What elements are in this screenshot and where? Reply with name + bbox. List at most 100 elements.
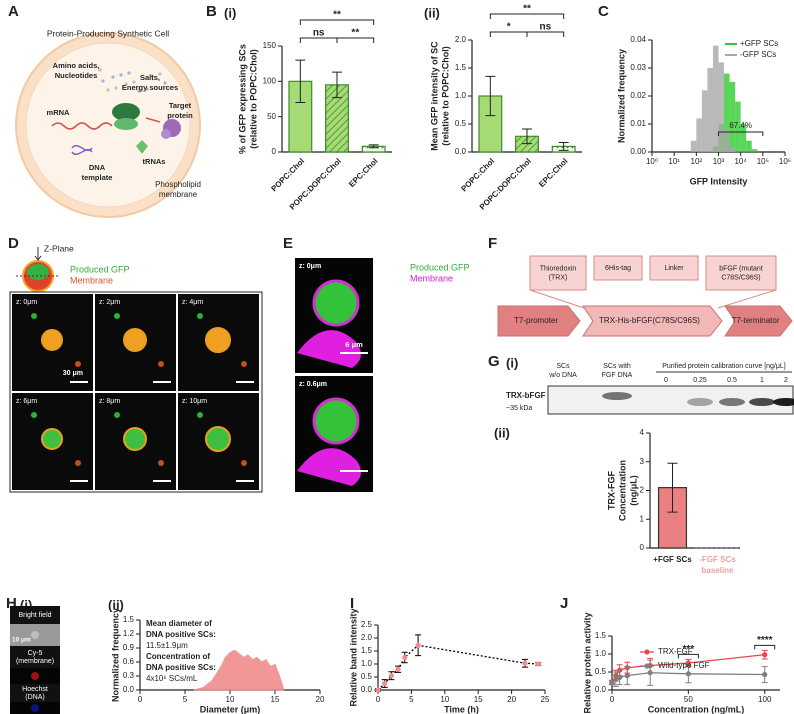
significance-bracket [677,653,699,659]
label: SCs [556,363,570,370]
y-tick-label: 2.0 [361,633,373,642]
y-tick-label: 2 [640,486,645,495]
x-axis-label: Diameter (μm) [200,704,261,714]
y-tick-label: 150 [263,41,277,50]
y-tick-label: 4 [640,428,645,437]
x-tick-label: 5 [409,695,414,704]
label: 0 [664,377,668,384]
subpanel-label: (ii) [108,597,124,612]
marker [762,671,768,678]
y-tick-label: 0.02 [630,91,646,100]
tile-label: z: 0μm [299,263,321,270]
membrane-image [297,330,361,368]
small-molecule [101,79,105,83]
error-bar [558,141,569,151]
x-tick-label: 10⁰ [646,157,658,166]
y-tick-label: 0.3 [123,671,135,680]
histogram-bar [712,45,719,152]
gel-band [773,398,794,406]
label: protein [167,111,193,120]
significance-bracket [754,644,776,650]
debris [31,412,37,418]
label: Hoechst [22,686,48,693]
label: (membrane) [16,658,54,665]
label: 2 [784,377,788,384]
small-molecule [119,73,123,77]
small-molecule [150,74,154,78]
significance-label: ** [333,10,341,21]
small-molecule [137,89,141,93]
error-bar [368,144,379,149]
error-bar [332,71,342,99]
label: Amino acids, [53,61,100,70]
significance-label: ns [313,28,325,39]
gel-band [749,398,775,406]
y-tick-label: 0.5 [455,119,467,128]
debris [197,412,203,418]
panel-letter: E [283,235,293,252]
debris [31,313,37,319]
legend-label: -GFP SCs [740,50,776,59]
y-tick-label: 0.9 [123,643,135,652]
label: 6His-tag [605,265,631,272]
debris [75,460,81,466]
significance-bracket [489,13,565,19]
cell-image [123,427,147,451]
scale-label: 6 μm [345,340,363,349]
debris [114,313,120,319]
label: Produced GFP [410,262,470,272]
y-tick-label: 2.5 [361,620,373,629]
tile-label: z: 0.6μm [299,381,327,388]
x-tick-label: 10 [226,695,235,704]
label: Membrane [410,273,453,283]
label: DNA [89,163,106,172]
small-molecule [111,75,115,79]
legend-label: +GFP SCs [740,39,778,48]
gfp-image [312,279,360,327]
significance-label: **** [757,635,773,646]
x-tick-label: 0 [610,695,615,704]
histogram-bar [707,68,713,152]
y-axis-label: (ng/μL) [628,475,638,506]
cell-image [205,426,231,452]
cell-image [31,631,39,639]
panel-letter: C [598,3,609,20]
marker [762,652,768,658]
label: Phospholipid [155,180,201,189]
label: Linker [664,265,684,272]
label: T7-terminator [731,316,779,325]
significance-bracket [526,31,565,37]
marker [395,666,401,672]
label: Cy-5 [28,650,43,657]
label: (TRX) [549,274,568,281]
tile-label: z: 6μm [16,398,37,405]
annotation: Concentration of [146,652,210,661]
error-bar [522,128,532,145]
label: Nucleotides [55,71,98,80]
z-arrow [34,247,42,261]
domain-box [593,255,643,281]
tile-label: z: 4μm [182,299,203,306]
cell-image [31,672,39,680]
y-tick-label: 0.5 [595,667,607,676]
histogram-bar [729,82,736,152]
label: Protein-Producing Synthetic Cell [47,28,169,38]
marker [522,660,528,666]
y-tick-label: 1.5 [455,63,467,72]
x-axis-label: GFP Intensity [690,176,748,186]
subpanel-label: (ii) [494,425,510,440]
domain-box [529,255,587,291]
x-tick-label: 10⁴ [734,157,747,166]
x-axis-label: Time (h) [444,704,479,714]
y-tick-label: 0.03 [630,63,646,72]
marker [402,654,408,661]
panel-letter: I [350,595,354,612]
y-tick-label: 0.00 [630,147,646,156]
error-bar [295,59,306,104]
marker [647,670,653,676]
label: TRX-bFGF [506,391,546,400]
significance-bracket [336,37,375,43]
debris [241,361,247,367]
subpanel-label: (ii) [424,5,440,20]
dna-template [71,145,93,155]
